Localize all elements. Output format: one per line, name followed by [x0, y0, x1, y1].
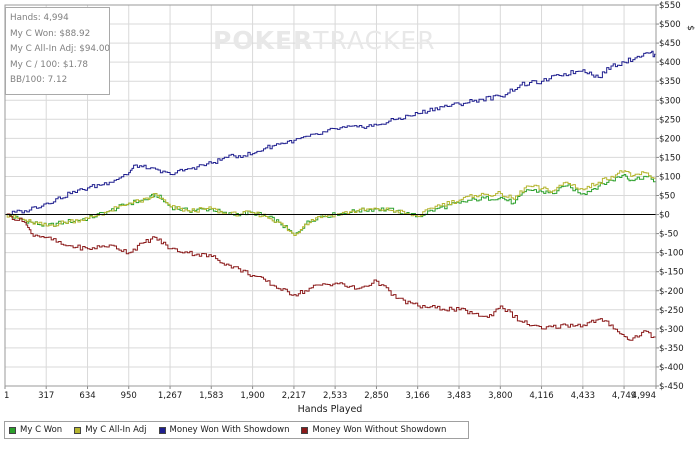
- x-tick-label: 317: [38, 391, 54, 401]
- series-line-0: [5, 174, 657, 236]
- y-tick-label: $150: [659, 153, 681, 163]
- y-tick-label: $-300: [659, 325, 684, 335]
- y-tick-label: $0: [659, 211, 670, 221]
- y-tick-label: $-350: [659, 344, 684, 354]
- legend-item-without-showdown[interactable]: Money Won Without Showdown: [301, 425, 446, 435]
- x-tick-label: 3,483: [447, 391, 471, 401]
- y-tick-label: $250: [659, 115, 681, 125]
- series-layer: [5, 50, 657, 341]
- y-tick-label: $-200: [659, 287, 684, 297]
- y-tick-label: $50: [659, 192, 675, 202]
- legend-label: My C All-In Adj: [85, 425, 147, 435]
- y-tick-label: $200: [659, 134, 681, 144]
- tick-labels: $550 $500 $450 $400 $350 $300 $250 $200 $150 $100…: [4, 1, 684, 401]
- x-tick-label: 1,583: [199, 391, 223, 401]
- series-line-3: [5, 213, 657, 341]
- y-tick-label: $100: [659, 172, 681, 182]
- x-tick-label: 3,800: [488, 391, 512, 401]
- y-tick-label: $-150: [659, 268, 684, 278]
- y-tick-label: $500: [659, 20, 681, 30]
- x-tick-label: 634: [79, 391, 95, 401]
- legend-item-allin-adj[interactable]: My C All-In Adj: [74, 425, 147, 435]
- stat-bb-100: BB/100: 7.12: [10, 75, 68, 86]
- series-line-2: [5, 50, 657, 215]
- legend-label: My C Won: [20, 425, 63, 435]
- watermark-part1: POKER: [213, 26, 314, 55]
- y-tick-label: $550: [659, 1, 681, 11]
- legend-item-my-c-won[interactable]: My C Won: [9, 425, 62, 435]
- stats-box: Hands: 4,994 My C Won: $88.92 My C All-I…: [5, 7, 110, 95]
- pokertracker-watermark: POKERTRACKER: [213, 26, 436, 55]
- legend-label: Money Won With Showdown: [169, 425, 290, 435]
- legend-label: Money Won Without Showdown: [312, 425, 447, 435]
- x-tick-label: 2,217: [282, 391, 306, 401]
- x-tick-label: 2,850: [364, 391, 388, 401]
- legend-swatch-without-showdown: [301, 426, 309, 434]
- axes: [4, 4, 659, 389]
- y-tick-label: $-250: [659, 306, 684, 316]
- x-tick-label: 1: [4, 391, 9, 401]
- y-tick-label: $-450: [659, 382, 684, 392]
- stat-won: My C Won: $88.92: [10, 28, 91, 39]
- y-tick-label: $-50: [659, 230, 678, 240]
- legend-swatch-allin-adj: [74, 426, 82, 434]
- x-tick-label: 3,166: [405, 391, 429, 401]
- y-tick-label: $-100: [659, 249, 684, 259]
- y-tick-label: $450: [659, 39, 681, 49]
- y-tick-label: $300: [659, 96, 681, 106]
- x-tick-label: 4,433: [571, 391, 595, 401]
- chart-legend: My C Won My C All-In Adj Money Won With …: [4, 421, 469, 439]
- x-tick-label: 4,749: [612, 391, 636, 401]
- y-tick-label: $350: [659, 77, 681, 87]
- stat-allin-adj: My C All-In Adj: $94.00: [10, 44, 111, 55]
- legend-swatch-my-c-won: [9, 426, 16, 434]
- x-tick-label: 1,267: [158, 391, 182, 401]
- y-axis-label: $: [685, 25, 695, 31]
- x-tick-label: 950: [121, 391, 137, 401]
- stat-hands: Hands: 4,994: [10, 13, 69, 23]
- series-line-1: [5, 170, 657, 236]
- x-tick-label: 2,533: [323, 391, 347, 401]
- plot-frame: [4, 4, 657, 387]
- x-tick-label: 1,900: [240, 391, 264, 401]
- x-axis-label: Hands Played: [298, 404, 363, 415]
- watermark-part2: TRACKER: [313, 26, 436, 55]
- y-tick-label: $-400: [659, 363, 684, 373]
- y-tick-label: $400: [659, 58, 681, 68]
- x-tick-label: 4,994: [632, 391, 656, 401]
- x-tick-label: 4,116: [529, 391, 553, 401]
- legend-item-with-showdown[interactable]: Money Won With Showdown: [158, 425, 290, 435]
- legend-swatch-with-showdown: [158, 426, 166, 434]
- stat-per-100: My C / 100: $1.78: [10, 59, 89, 70]
